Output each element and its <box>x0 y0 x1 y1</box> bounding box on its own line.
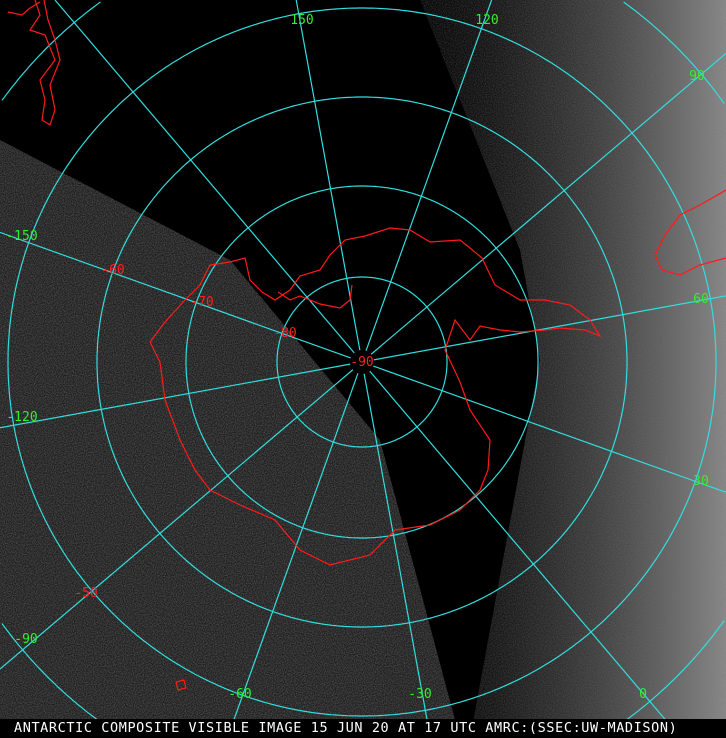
longitude-label: -90 <box>14 632 37 647</box>
longitude-label: 90 <box>689 69 705 84</box>
longitude-label: 60 <box>693 292 709 307</box>
meridian-line <box>369 370 682 738</box>
new-zealand-north-coastline <box>7 1 41 16</box>
longitude-label: -30 <box>408 687 431 702</box>
meridian-line <box>373 365 726 493</box>
longitude-label: -60 <box>228 687 251 702</box>
meridian-line <box>0 231 351 359</box>
meridian-line <box>370 52 726 355</box>
antarctica-coastline <box>149 227 602 566</box>
latitude-label: -90 <box>350 355 373 370</box>
latitude-circle <box>96 96 628 628</box>
meridian-line <box>295 0 361 351</box>
meridian-line <box>226 373 359 738</box>
latitude-label: -50 <box>74 586 97 601</box>
meridian-line <box>0 369 354 670</box>
new-zealand-coastline <box>29 0 61 126</box>
meridian-line <box>0 363 351 429</box>
longitude-label: 0 <box>639 687 647 702</box>
latitude-circle <box>276 276 448 448</box>
longitude-label: 150 <box>290 13 313 28</box>
latitude-label: -70 <box>190 295 213 310</box>
ross-ice-shelf-line <box>277 284 353 309</box>
longitude-label: -120 <box>6 410 37 425</box>
africa-coastline <box>654 189 726 276</box>
latitude-label: -60 <box>101 263 124 278</box>
coastlines <box>7 0 726 691</box>
image-caption: ANTARCTIC COMPOSITE VISIBLE IMAGE 15 JUN… <box>0 719 726 738</box>
meridian-line <box>54 0 355 354</box>
latitude-label: -80 <box>273 326 296 341</box>
longitude-label: 30 <box>693 474 709 489</box>
meridian-line <box>365 0 493 351</box>
latitude-circle <box>7 7 717 717</box>
longitude-label: 120 <box>475 13 498 28</box>
longitude-label: -150 <box>6 229 37 244</box>
grid-labels: 150 120 90 60 30 0 -30 -60 -90 -120 -150 -90 -80 -70 -… <box>6 13 708 702</box>
meridian-line <box>363 373 431 738</box>
meridian-line <box>373 295 726 361</box>
island-coastline <box>175 679 187 691</box>
